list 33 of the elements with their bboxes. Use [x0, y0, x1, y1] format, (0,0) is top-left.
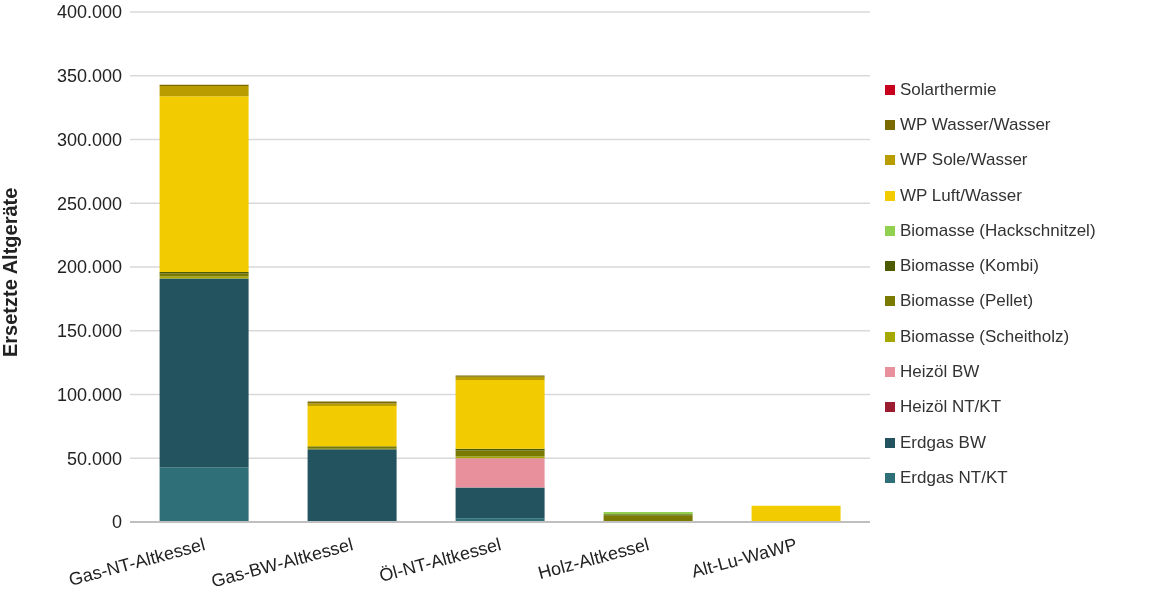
y-axis-title: Ersetzte Altgeräte: [0, 187, 22, 357]
bar: [307, 449, 397, 522]
y-tick-label: 100.000: [56, 384, 122, 405]
bar: [455, 379, 545, 449]
y-tick-label: 50.000: [66, 448, 122, 469]
y-tick-label: 150.000: [56, 321, 122, 342]
bar: [159, 278, 249, 468]
bar: [455, 450, 545, 457]
legend-label: Biomasse (Hackschnitzel): [900, 220, 1096, 241]
legend-label: Heizöl NT/KT: [900, 397, 1002, 418]
bar: [159, 96, 249, 273]
y-tick-label: 0: [111, 512, 122, 533]
legend-label: Biomasse (Pellet): [900, 291, 1034, 312]
bar: [455, 458, 545, 488]
y-tick-label: 300.000: [56, 129, 122, 150]
bar: [307, 405, 397, 447]
bar: [159, 467, 249, 522]
y-tick-label: 350.000: [56, 66, 122, 87]
legend-label: WP Sole/Wasser: [900, 150, 1028, 171]
legend-label: Erdgas NT/KT: [900, 467, 1008, 488]
legend-label: Solarthermie: [900, 79, 997, 100]
bar: [455, 487, 545, 519]
legend-label: WP Wasser/Wasser: [900, 114, 1051, 135]
legend-label: Biomasse (Kombi): [900, 256, 1039, 277]
legend-label: Heizöl BW: [900, 362, 980, 383]
bar: [751, 505, 841, 522]
legend-label: WP Luft/Wasser: [900, 185, 1022, 206]
y-tick-label: 200.000: [56, 257, 122, 278]
legend-label: Erdgas BW: [900, 432, 986, 453]
y-tick-label: 250.000: [56, 193, 122, 214]
y-tick-label: 400.000: [56, 2, 122, 23]
legend-label: Biomasse (Scheitholz): [900, 326, 1070, 347]
bar: [159, 85, 249, 97]
